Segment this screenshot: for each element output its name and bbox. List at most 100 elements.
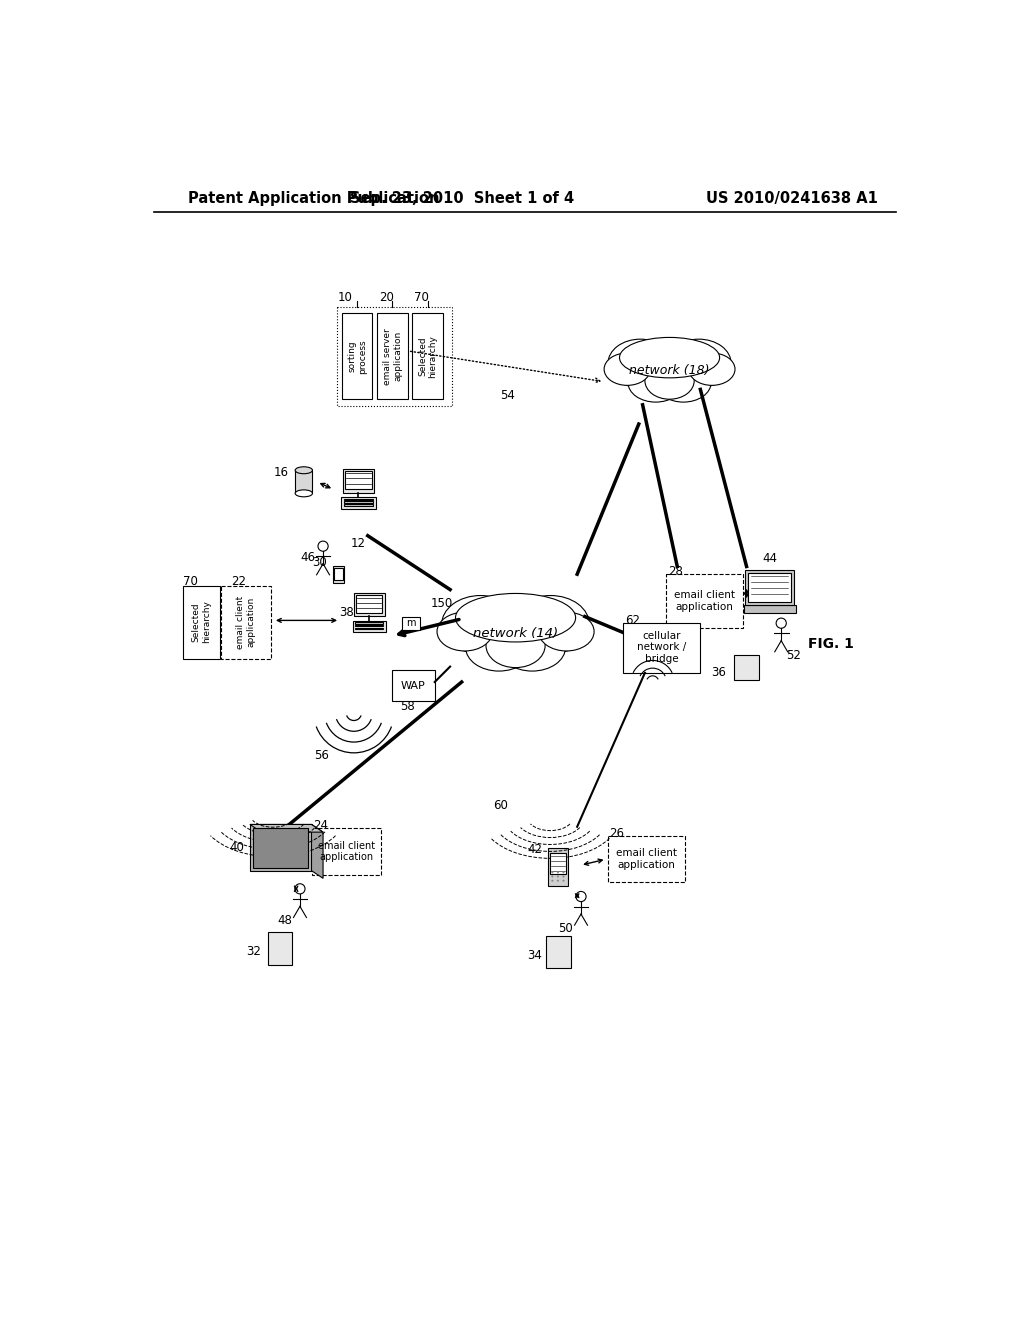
Bar (337, 308, 453, 405)
Text: email server
application: email server application (383, 327, 402, 384)
Text: 50: 50 (558, 921, 573, 935)
Bar (345, 471, 372, 490)
Ellipse shape (628, 363, 683, 403)
Bar (333, 565, 344, 583)
Bar (355, 624, 383, 627)
Bar (377, 313, 408, 400)
Text: network (14): network (14) (473, 627, 558, 640)
Bar (344, 499, 373, 500)
Text: FIG. 1: FIG. 1 (808, 636, 854, 651)
Ellipse shape (625, 341, 714, 399)
Text: 70: 70 (415, 292, 429, 305)
Circle shape (562, 871, 564, 874)
Bar (295, 470, 312, 494)
Bar (334, 569, 343, 579)
Text: 32: 32 (247, 945, 261, 958)
Circle shape (562, 879, 564, 882)
Ellipse shape (620, 338, 720, 378)
Ellipse shape (456, 594, 575, 642)
Text: 44: 44 (762, 552, 777, 565)
Text: 36: 36 (712, 667, 727, 680)
Ellipse shape (608, 339, 673, 388)
Bar (413, 313, 443, 400)
Text: 38: 38 (339, 606, 354, 619)
Ellipse shape (295, 490, 312, 496)
Text: 20: 20 (379, 292, 394, 305)
Text: 42: 42 (527, 843, 543, 857)
Bar (343, 469, 375, 492)
Ellipse shape (437, 612, 493, 651)
Circle shape (557, 879, 559, 882)
Text: US 2010/0241638 A1: US 2010/0241638 A1 (706, 191, 878, 206)
Bar (547, 936, 571, 969)
Bar (548, 847, 568, 886)
Bar (392, 671, 435, 701)
Polygon shape (311, 825, 323, 878)
Text: 62: 62 (625, 614, 640, 627)
Circle shape (557, 871, 559, 874)
Ellipse shape (466, 624, 532, 671)
Text: 52: 52 (786, 648, 802, 661)
Text: 16: 16 (273, 466, 289, 479)
Bar (311, 829, 381, 874)
Text: m: m (407, 619, 416, 628)
Text: email client
application: email client application (616, 849, 677, 870)
Polygon shape (250, 825, 323, 832)
Circle shape (551, 875, 553, 878)
Bar (355, 627, 383, 630)
Bar (624, 623, 700, 673)
Bar (356, 595, 382, 612)
Ellipse shape (667, 339, 731, 388)
Text: 26: 26 (609, 828, 625, 841)
Bar (608, 836, 685, 882)
Bar (253, 828, 308, 867)
Circle shape (557, 875, 559, 878)
Text: 54: 54 (501, 389, 515, 403)
Text: 70: 70 (183, 576, 198, 589)
Bar (401, 616, 420, 631)
Bar (344, 504, 373, 506)
Ellipse shape (499, 624, 565, 671)
Text: 10: 10 (338, 292, 352, 305)
Text: 46: 46 (300, 550, 315, 564)
Text: 56: 56 (314, 748, 329, 762)
Text: email client
application: email client application (237, 595, 256, 648)
Bar (221, 586, 271, 659)
Bar (354, 593, 384, 616)
Text: 22: 22 (230, 576, 246, 589)
Text: WAP: WAP (400, 681, 426, 690)
Bar (341, 498, 376, 510)
Ellipse shape (539, 612, 594, 651)
Bar (666, 574, 742, 628)
Ellipse shape (462, 597, 569, 667)
Text: Patent Application Publication: Patent Application Publication (188, 191, 440, 206)
Ellipse shape (486, 623, 545, 668)
Bar (344, 502, 373, 503)
Ellipse shape (655, 363, 711, 403)
Text: 48: 48 (278, 915, 292, 927)
Text: 60: 60 (493, 799, 508, 812)
Ellipse shape (604, 352, 650, 385)
Ellipse shape (295, 467, 312, 474)
Bar (749, 573, 792, 602)
Bar (550, 853, 566, 874)
Text: 40: 40 (229, 841, 245, 854)
Text: Selected
hierarchy: Selected hierarchy (191, 601, 211, 643)
Bar (342, 313, 373, 400)
Text: email client
application: email client application (674, 590, 734, 612)
Text: 58: 58 (400, 700, 415, 713)
Ellipse shape (689, 352, 735, 385)
Bar (352, 620, 386, 632)
Text: 24: 24 (313, 820, 328, 833)
Text: Sep. 23, 2010  Sheet 1 of 4: Sep. 23, 2010 Sheet 1 of 4 (349, 191, 573, 206)
Bar (743, 605, 796, 612)
Text: email client
application: email client application (317, 841, 375, 862)
Circle shape (551, 879, 553, 882)
Bar (183, 586, 220, 659)
Bar (250, 825, 311, 871)
Ellipse shape (512, 595, 590, 653)
Text: 150: 150 (431, 597, 453, 610)
Text: 30: 30 (312, 556, 327, 569)
Bar (355, 622, 383, 623)
Bar (267, 932, 292, 965)
